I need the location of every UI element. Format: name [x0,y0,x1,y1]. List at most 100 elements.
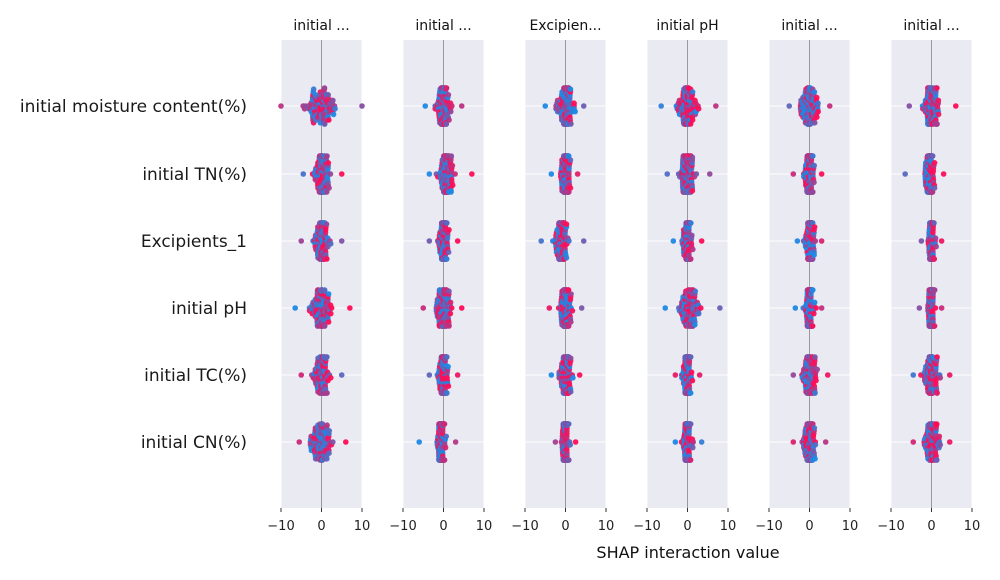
shap-point [328,305,335,311]
shap-point [338,171,345,177]
shap-point [812,238,819,244]
shap-point [813,94,820,101]
shap-point [662,305,669,311]
shap-point [946,439,953,445]
shap-point [330,439,336,445]
shap-point [692,288,699,295]
shap-point [449,182,456,188]
shap-point [447,299,454,306]
shap-point [568,291,574,297]
x-tick-label: 10 [476,519,493,534]
shap-point [567,355,574,362]
shap-point [938,238,945,244]
shap-point [812,456,818,462]
shap-point [687,421,694,427]
shap-point [454,238,461,244]
shap-point [326,428,333,434]
row-label: Excipients_1 [141,232,247,252]
shap-point [902,171,908,177]
shap-point [689,188,696,194]
shap-point [687,256,694,262]
shap-point [810,189,816,195]
shap-point [811,310,817,317]
x-tick-label: 0 [805,519,813,534]
shap-point [343,439,349,445]
shap-point [931,220,937,226]
shap-point [818,171,825,177]
shap-point [416,439,423,445]
shap-point [454,372,461,378]
shap-point [567,185,574,191]
shap-point [809,323,816,329]
x-tick-label: −10 [511,519,538,534]
shap-point [935,111,942,118]
shap-point [566,457,572,463]
x-tick-label: 10 [964,519,981,534]
shap-point [811,425,818,431]
shap-point [672,372,679,378]
shap-point [811,120,818,126]
shap-point [448,305,455,311]
x-tick-label: 10 [842,519,859,534]
shap-point [934,354,940,360]
shap-point [572,108,578,115]
shap-point [548,372,555,378]
subplot-panel: initial ... −10 0 10 [267,18,370,534]
shap-point [445,363,451,370]
row-label: initial pH [171,299,247,319]
shap-point [931,160,938,166]
shap-point [330,97,336,104]
shap-point [929,153,936,159]
shap-point [449,103,455,109]
subplot-panel: Excipien... −10 0 10 [511,18,614,534]
shap-point [542,103,549,109]
shap-point [310,86,317,92]
shap-point [933,243,939,250]
shap-point [910,372,917,378]
shap-point [563,254,570,261]
x-tick-label: 10 [720,519,737,534]
shap-point [672,439,679,445]
shap-point [933,421,940,427]
shap-point [325,319,332,325]
shap-point [814,114,820,120]
shap-point [565,421,572,427]
shap-point [458,103,465,109]
shap-point [321,85,328,91]
shap-point [572,439,579,445]
shap-point [321,323,328,329]
subplot-panel: initial ... −10 0 10 [877,18,980,534]
shap-point [445,92,452,98]
shap-point [664,171,671,177]
shap-point [689,232,695,239]
column-title: Excipien... [529,18,601,34]
shap-point [449,162,456,169]
shap-point [815,100,821,106]
shap-point [916,305,923,311]
shap-point [452,171,458,177]
x-tick-label: 10 [598,519,615,534]
shap-point [567,157,574,163]
shap-point [446,117,452,123]
shap-point [934,121,940,127]
shap-point [934,457,940,463]
subplot-panel: initial ... −10 0 10 [755,18,858,534]
shap-point [328,375,334,381]
shap-point [448,189,454,195]
shap-point [569,308,576,314]
shap-point [826,103,833,109]
shap-point [567,389,574,395]
shap-point [790,439,797,445]
subplot-panel: initial pH −10 0 10 [633,18,736,534]
shap-point [324,354,330,360]
shap-point [713,103,719,109]
shap-point [935,97,942,104]
shap-point [658,103,664,109]
x-tick-label: −10 [633,519,660,534]
shap-point [689,154,696,160]
x-tick-label: −10 [877,519,904,534]
subplot-panel: initial ... −10 0 10 [389,18,492,534]
shap-point [567,86,574,92]
shap-point [794,238,801,244]
